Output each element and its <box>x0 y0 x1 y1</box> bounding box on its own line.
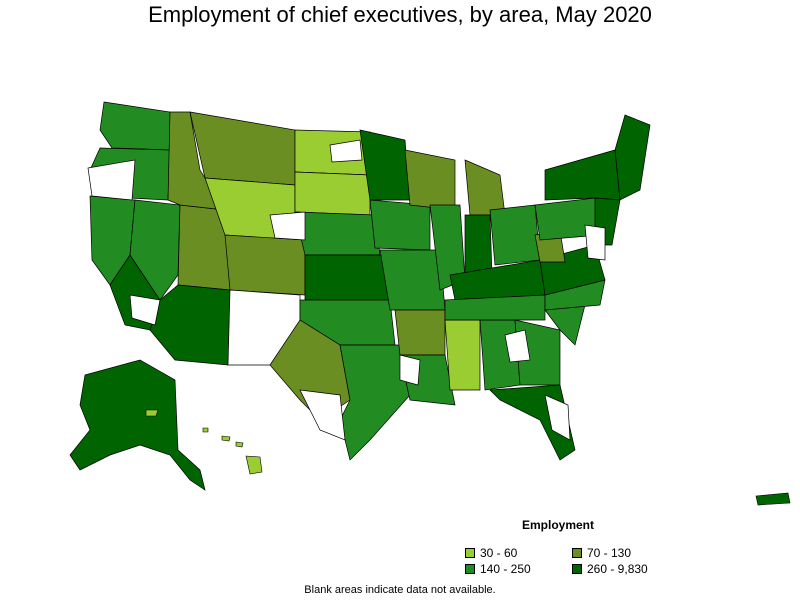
legend-label-4: 260 - 9,830 <box>587 562 648 576</box>
region-kansas[interactable] <box>304 254 389 301</box>
region-michigan[interactable] <box>464 159 506 216</box>
region-no-data <box>129 294 161 326</box>
region-alaska-small[interactable] <box>145 409 159 417</box>
region-no-data <box>544 394 571 441</box>
region-no-data <box>87 159 136 201</box>
legend-swatch-2 <box>572 548 582 558</box>
legend-item-1: 30 - 60 <box>465 546 517 560</box>
region-nevada[interactable] <box>129 199 181 301</box>
region-no-data <box>584 224 606 261</box>
region-east-texas[interactable] <box>339 344 411 461</box>
region-no-data <box>299 389 346 441</box>
legend-item-4: 260 - 9,830 <box>572 562 648 576</box>
legend-item-2: 70 - 130 <box>572 546 631 560</box>
region-ohio[interactable] <box>489 204 541 266</box>
region-alaska[interactable] <box>69 359 206 491</box>
region-missouri[interactable] <box>379 249 446 311</box>
region-puerto-rico[interactable] <box>755 492 791 506</box>
region-no-data <box>399 354 421 386</box>
region-colorado[interactable] <box>224 234 306 296</box>
region-new-york[interactable] <box>544 149 621 201</box>
legend-swatch-1 <box>465 548 475 558</box>
region-no-data <box>329 139 363 163</box>
legend-title: Employment <box>522 518 595 532</box>
region-mississippi[interactable] <box>444 319 481 391</box>
region-washington[interactable] <box>99 101 173 151</box>
map-title: Employment of chief executives, by area,… <box>148 2 652 27</box>
region-tennessee[interactable] <box>444 294 546 321</box>
legend-label-1: 30 - 60 <box>480 546 518 560</box>
no-data-areas <box>87 139 606 441</box>
region-new-england[interactable] <box>614 114 651 201</box>
region-montana[interactable] <box>189 111 296 186</box>
region-no-data <box>504 329 531 363</box>
region-no-data <box>269 211 306 241</box>
legend-item-3: 140 - 250 <box>465 562 531 576</box>
region-nebraska[interactable] <box>294 211 381 256</box>
region-wisconsin[interactable] <box>404 149 456 211</box>
legend-label-3: 140 - 250 <box>480 562 531 576</box>
region-hawaii[interactable] <box>202 427 263 475</box>
legend-swatch-3 <box>465 564 475 574</box>
region-iowa[interactable] <box>369 199 431 251</box>
region-south-dakota[interactable] <box>294 171 371 216</box>
region-arkansas[interactable] <box>394 309 446 356</box>
legend-swatch-4 <box>572 564 582 574</box>
contiguous-us <box>89 101 651 461</box>
legend-label-2: 70 - 130 <box>587 546 632 560</box>
data-availability-note: Blank areas indicate data not available. <box>304 584 496 596</box>
